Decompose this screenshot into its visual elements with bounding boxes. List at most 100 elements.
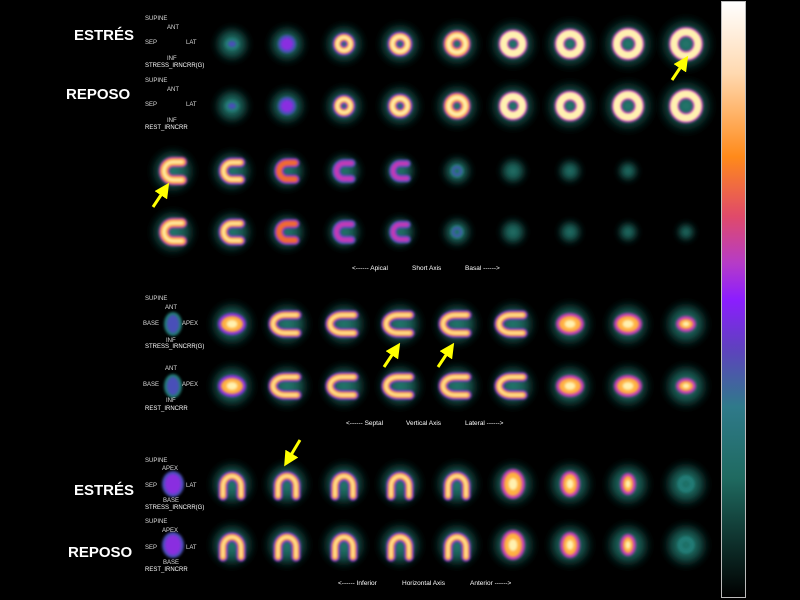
sa-stress-cont-slice-8 — [616, 159, 640, 183]
va-stress-slice-1 — [208, 300, 256, 348]
sa-stress-cont-slice-0 — [149, 147, 197, 195]
stress-label-bottom: ESTRÉS — [74, 482, 135, 499]
ha-rest-slice-4 — [376, 521, 424, 569]
ha-stress-series-name: STRESS_IRNCRR(G) — [145, 505, 205, 511]
sa-rest-lat: LAT — [186, 102, 197, 108]
va-rest-slice-5 — [433, 362, 481, 410]
ha-rest-lat: LAT — [186, 545, 197, 551]
sa-stress-cont-slice-2 — [266, 150, 308, 192]
ha-caption-anterior: Anterior ------> — [470, 580, 512, 587]
sa-stress-slice-2 — [266, 23, 308, 65]
sa-stress-cont-slice-7 — [557, 158, 583, 184]
arrow-va-stress-4 — [382, 342, 401, 368]
ha-rest-sep: SEP — [145, 545, 158, 551]
sa-rest-slice-2 — [266, 85, 308, 127]
ha-rest-slice-9 — [662, 521, 710, 569]
va-rest-slice-6 — [489, 362, 537, 410]
va-rest-slice-3 — [320, 362, 368, 410]
va-stress-inf: INF — [166, 338, 176, 344]
ha-rest-slice-8 — [604, 521, 652, 569]
va-rest-slice-9 — [662, 362, 710, 410]
sa-rest-cont-slice-7 — [557, 219, 583, 245]
ha-stress-slice-1 — [208, 460, 256, 508]
sa-rest-cont-slice-2 — [266, 211, 308, 253]
sa-stress-slice-7 — [543, 17, 597, 71]
sa-rest-cont-slice-0 — [149, 208, 197, 256]
sa-stress-cont-slice-1 — [209, 148, 255, 194]
va-rest-apex: APEX — [182, 382, 199, 388]
va-rest-slice-4 — [376, 362, 424, 410]
va-stress-ant: ANT — [165, 305, 177, 311]
ha-rest-slice-6 — [489, 521, 537, 569]
va-rest-inf: INF — [166, 398, 176, 404]
ha-rest-thumb — [162, 532, 184, 558]
va-stress-supine: SUPINE — [145, 296, 168, 302]
ha-rest-slice-3 — [320, 521, 368, 569]
ha-stress-slice-3 — [320, 460, 368, 508]
va-stress-slice-8 — [604, 300, 652, 348]
ha-rest-apex: APEX — [162, 528, 179, 534]
arrow-sa-stress-cont — [151, 182, 170, 208]
ha-rest-base: BASE — [163, 560, 180, 566]
arrow-sa-stress-basal — [670, 55, 689, 81]
ha-stress-lat: LAT — [186, 483, 197, 489]
ha-rest-slice-1 — [208, 521, 256, 569]
va-stress-apex: APEX — [182, 321, 199, 327]
va-rest-series-name: REST_IRNCRR — [145, 406, 188, 412]
sa-rest-slice-1 — [212, 86, 252, 126]
va-stress-base: BASE — [143, 321, 160, 327]
arrow-ha-stress-3 — [284, 439, 302, 467]
sa-rest-cont-slice-9 — [676, 222, 696, 242]
sa-rest-slice-5 — [433, 82, 481, 130]
sa-stress-supine: SUPINE — [145, 16, 168, 22]
sa-rest-cont-slice-5 — [441, 216, 473, 248]
va-rest-thumb — [164, 374, 182, 398]
ha-stress-supine: SUPINE — [145, 458, 168, 464]
sa-rest-slice-4 — [377, 83, 423, 129]
ha-stress-base: BASE — [163, 498, 180, 504]
ha-stress-apex: APEX — [162, 466, 179, 472]
ha-rest-slice-5 — [433, 521, 481, 569]
ha-stress-slice-4 — [376, 460, 424, 508]
va-stress-slice-6 — [489, 300, 537, 348]
ha-rest-slice-7 — [546, 521, 594, 569]
rest-label-bottom: REPOSO — [68, 544, 133, 561]
va-rest-base: BASE — [143, 382, 160, 388]
ha-stress-slice-2 — [263, 460, 311, 508]
ha-stress-slice-6 — [489, 460, 537, 508]
sa-caption-basal: Basal ------> — [465, 265, 500, 272]
sa-rest-inf: INF — [167, 118, 177, 124]
sa-rest-cont-slice-1 — [209, 209, 255, 255]
sa-stress-cont-slice-3 — [324, 151, 364, 191]
va-stress-slice-7 — [546, 300, 594, 348]
va-caption-septal: <------ Septal — [346, 420, 384, 427]
sa-stress-series-name: STRESS_IRNCRR(G) — [145, 63, 205, 69]
ha-stress-thumb — [162, 471, 184, 497]
sa-stress-slice-8 — [600, 16, 656, 72]
va-stress-slice-2 — [263, 300, 311, 348]
sa-stress-sep: SEP — [145, 40, 158, 46]
sa-stress-inf: INF — [167, 56, 177, 62]
va-stress-slice-3 — [320, 300, 368, 348]
sa-stress-cont-slice-6 — [498, 156, 528, 186]
sa-stress-lat: LAT — [186, 40, 197, 46]
va-rest-ant: ANT — [165, 366, 177, 372]
color-scale-bar — [721, 1, 746, 598]
ha-caption-title: Horizontal Axis — [402, 580, 445, 587]
va-caption-lateral: Lateral ------> — [465, 420, 504, 427]
va-stress-slice-4 — [376, 300, 424, 348]
va-stress-thumb — [164, 312, 182, 336]
sa-rest-cont-slice-4 — [382, 214, 418, 250]
va-stress-series-name: STRESS_IRNCRR(G) — [145, 344, 205, 350]
ha-stress-slice-9 — [662, 460, 710, 508]
sa-caption-title: Short Axis — [412, 265, 442, 272]
va-rest-slice-1 — [208, 362, 256, 410]
sa-stress-slice-6 — [487, 18, 539, 70]
ha-caption-inferior: <------ Inferior — [338, 580, 377, 587]
sa-rest-slice-7 — [543, 79, 597, 133]
sa-stress-slice-5 — [433, 20, 481, 68]
sa-rest-cont-slice-8 — [616, 220, 640, 244]
va-stress-slice-5 — [433, 300, 481, 348]
sa-rest-slice-9 — [657, 77, 715, 135]
sa-rest-cont-slice-3 — [324, 212, 364, 252]
